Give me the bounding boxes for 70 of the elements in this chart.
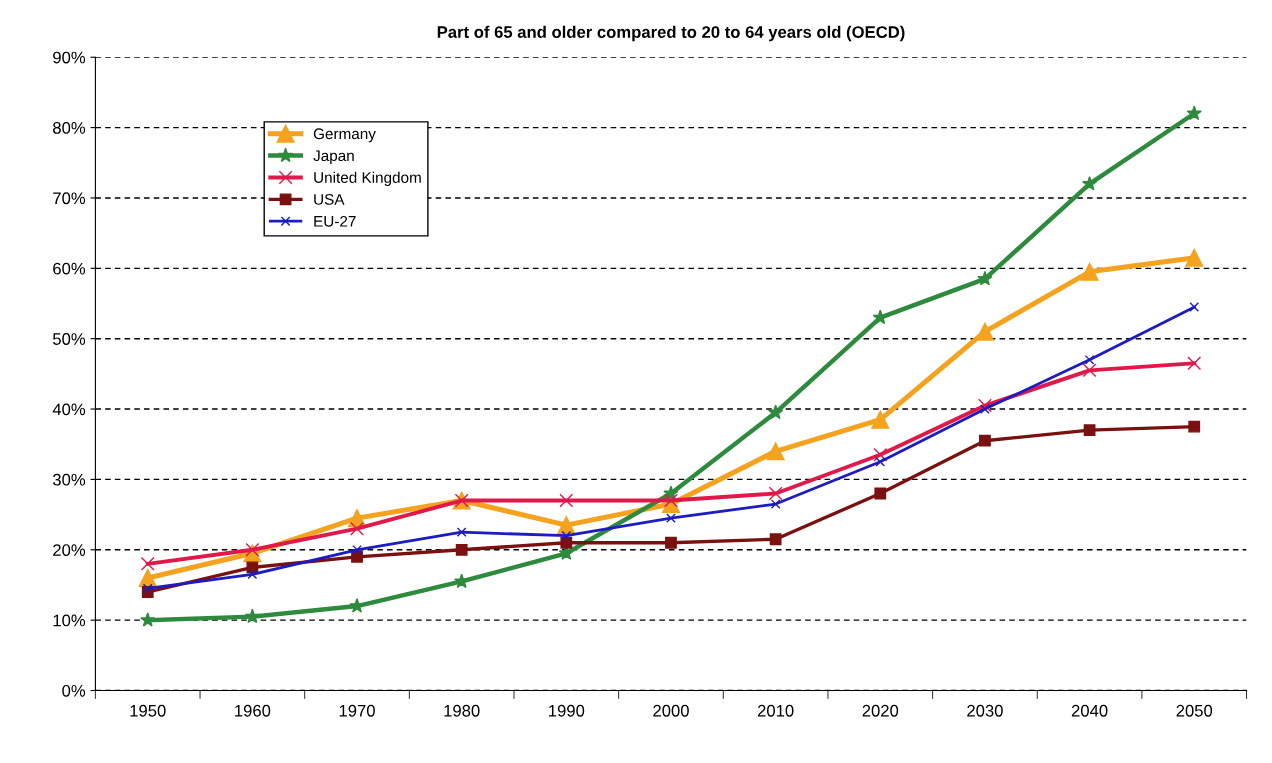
x-tick-label: 1980	[444, 704, 480, 717]
legend-label: USA	[314, 194, 345, 205]
point	[351, 550, 363, 563]
point	[1186, 105, 1202, 121]
point	[140, 612, 156, 627]
point	[977, 270, 993, 286]
point	[350, 521, 364, 536]
point	[874, 487, 887, 500]
point	[140, 556, 155, 571]
legend-label: EU-27	[314, 215, 356, 227]
point	[561, 530, 572, 541]
point	[666, 513, 676, 523]
y-tick-label: 20%	[53, 544, 86, 556]
point	[873, 447, 888, 462]
y-tick-label: 80%	[53, 121, 86, 134]
point	[1185, 248, 1204, 267]
point	[1080, 262, 1099, 281]
point	[247, 569, 258, 580]
point	[1189, 302, 1200, 312]
x-tick-label: 1970	[339, 704, 375, 717]
point	[977, 398, 992, 413]
point	[770, 499, 781, 509]
point	[768, 486, 783, 501]
point	[768, 404, 784, 420]
x-tick-label: 1990	[549, 704, 585, 717]
chart-title: Part of 65 and older compared to 20 to 64 years old (OECD)	[437, 25, 905, 42]
y-tick-label: 90%	[53, 51, 86, 64]
y-tick-label: 60%	[53, 262, 86, 275]
x-tick-label: 2040	[1071, 704, 1108, 717]
point	[244, 608, 261, 624]
point	[1187, 356, 1202, 371]
point	[871, 410, 890, 429]
legend-label: Germany	[313, 128, 376, 143]
point	[872, 309, 888, 325]
point	[665, 536, 677, 549]
point	[456, 527, 467, 538]
y-tick-label: 0%	[62, 684, 86, 697]
point	[875, 456, 886, 467]
point	[557, 516, 576, 535]
point	[142, 583, 153, 594]
x-tick-label: 2010	[757, 704, 794, 717]
point	[138, 568, 157, 587]
point	[975, 322, 994, 341]
point	[664, 493, 678, 508]
point	[980, 404, 990, 414]
point	[1083, 424, 1096, 437]
y-tick-label: 30%	[52, 473, 86, 486]
point	[1188, 420, 1201, 433]
y-tick-label: 50%	[52, 333, 86, 345]
point	[560, 536, 573, 549]
legend-label: Japan	[313, 150, 354, 165]
point	[352, 544, 362, 555]
point	[769, 533, 782, 546]
x-tick-label: 2030	[967, 704, 1003, 717]
point	[559, 493, 574, 508]
x-tick-label: 1960	[235, 704, 271, 717]
point	[455, 543, 468, 556]
x-tick-label: 2000	[653, 704, 689, 717]
point	[1084, 354, 1095, 365]
point	[1082, 363, 1097, 378]
x-tick-label: 2020	[862, 704, 899, 717]
x-tick-label: 2050	[1176, 704, 1213, 717]
point	[979, 434, 991, 447]
x-tick-label: 1950	[130, 704, 166, 717]
y-tick-label: 70%	[53, 192, 86, 205]
legend-label: United Kingdom	[314, 171, 421, 186]
point	[766, 442, 785, 461]
y-tick-label: 40%	[52, 403, 86, 416]
y-tick-label: 10%	[53, 614, 86, 627]
point	[1081, 175, 1098, 191]
